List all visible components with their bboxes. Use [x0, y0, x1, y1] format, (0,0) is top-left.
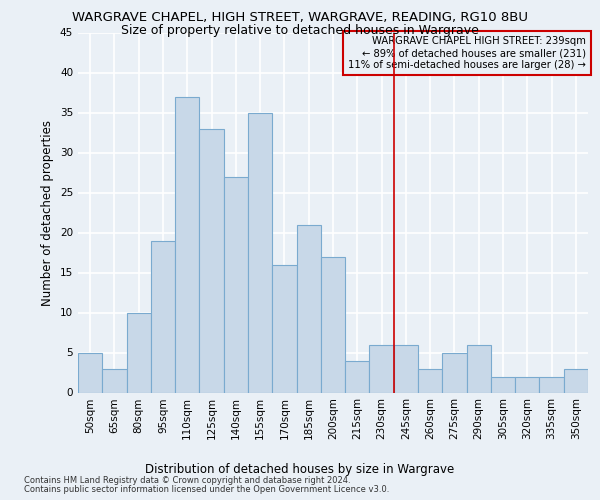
Bar — [296, 224, 321, 392]
Bar — [467, 344, 491, 393]
Bar — [418, 368, 442, 392]
Bar — [151, 240, 175, 392]
Bar — [321, 256, 345, 392]
Text: Contains public sector information licensed under the Open Government Licence v3: Contains public sector information licen… — [24, 485, 389, 494]
Bar — [539, 376, 564, 392]
Bar — [272, 264, 296, 392]
Bar — [442, 352, 467, 393]
Bar — [199, 128, 224, 392]
Text: WARGRAVE CHAPEL HIGH STREET: 239sqm
← 89% of detached houses are smaller (231)
1: WARGRAVE CHAPEL HIGH STREET: 239sqm ← 89… — [347, 36, 586, 70]
Bar — [102, 368, 127, 392]
Bar — [127, 312, 151, 392]
Bar — [370, 344, 394, 393]
Bar — [248, 112, 272, 392]
Text: Size of property relative to detached houses in Wargrave: Size of property relative to detached ho… — [121, 24, 479, 37]
Bar — [564, 368, 588, 392]
Y-axis label: Number of detached properties: Number of detached properties — [41, 120, 55, 306]
Bar — [491, 376, 515, 392]
Bar — [515, 376, 539, 392]
Bar — [78, 352, 102, 393]
Bar — [394, 344, 418, 393]
Bar — [345, 360, 370, 392]
Bar — [175, 96, 199, 393]
Bar — [224, 176, 248, 392]
Text: WARGRAVE CHAPEL, HIGH STREET, WARGRAVE, READING, RG10 8BU: WARGRAVE CHAPEL, HIGH STREET, WARGRAVE, … — [72, 11, 528, 24]
Text: Distribution of detached houses by size in Wargrave: Distribution of detached houses by size … — [145, 462, 455, 475]
Text: Contains HM Land Registry data © Crown copyright and database right 2024.: Contains HM Land Registry data © Crown c… — [24, 476, 350, 485]
